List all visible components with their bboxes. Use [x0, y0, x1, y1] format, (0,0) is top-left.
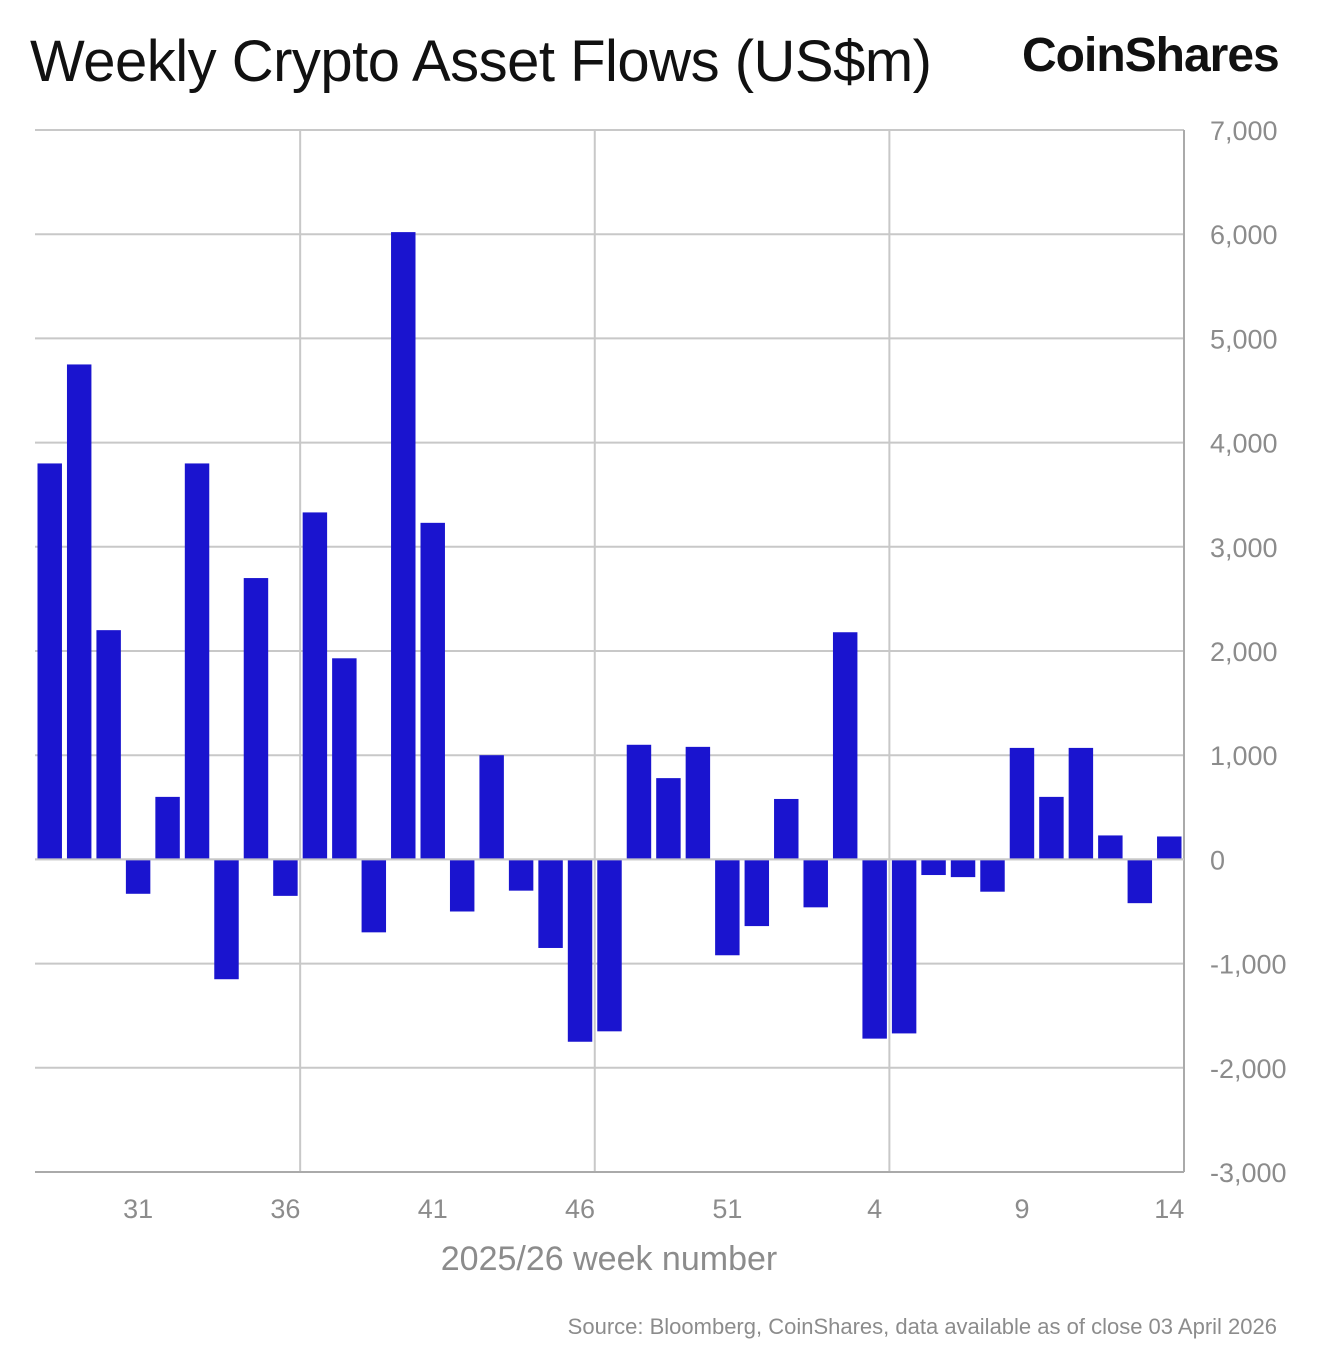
bar-week-11: [1068, 747, 1094, 860]
bar-week-38: [332, 658, 357, 860]
y-tick-label: 6,000: [1210, 220, 1278, 250]
bar-week-33: [184, 463, 210, 860]
bar-week-51: [715, 859, 740, 956]
bar-week-48: [626, 744, 652, 860]
x-tick-labels: 31 36 41 46 51 4 9 14: [123, 1194, 1184, 1224]
bar-week-34: [214, 859, 239, 980]
bar-week-50: [685, 746, 711, 860]
x-tick-label: 46: [565, 1194, 595, 1224]
bar-week-4: [862, 859, 887, 1039]
bar-week-29: [66, 364, 92, 860]
y-tick-label: 2,000: [1210, 637, 1278, 667]
bar-week-37: [302, 512, 328, 860]
bar-week-36: [273, 859, 298, 896]
x-tick-label: 14: [1154, 1194, 1184, 1224]
source-note: Source: Bloomberg, CoinShares, data avai…: [567, 1314, 1277, 1339]
bar-week-10: [1039, 796, 1064, 860]
x-axis-title: 2025/26 week number: [441, 1240, 777, 1278]
y-tick-label: -3,000: [1210, 1158, 1287, 1188]
bar-week-31: [125, 859, 151, 894]
bar-week-14: [1157, 836, 1182, 860]
bar-week-2: [803, 859, 828, 908]
y-tick-label: 4,000: [1210, 429, 1278, 459]
y-tick-label: 1,000: [1210, 741, 1278, 771]
y-tick-label: 3,000: [1210, 533, 1278, 563]
bar-week-47: [597, 859, 622, 1032]
bar-week-41: [420, 522, 445, 860]
bar-week-3: [832, 632, 858, 860]
x-tick-label: 51: [712, 1194, 742, 1224]
bar-week-44: [508, 859, 534, 891]
y-tick-label: 7,000: [1210, 116, 1278, 146]
axes: [35, 130, 1185, 1173]
bar-week-30: [96, 630, 121, 860]
bar-week-8: [980, 859, 1005, 892]
bar-week-35: [243, 578, 269, 860]
y-tick-labels: 7,000 6,000 5,000 4,000 3,000 2,000 1,000 0 -1,0…: [1210, 116, 1287, 1188]
bar-week-32: [155, 796, 180, 860]
bar-week-9: [1009, 747, 1035, 860]
bar-week-6: [921, 859, 946, 876]
x-tick-label: 41: [418, 1194, 448, 1224]
x-tick-label: 31: [123, 1194, 153, 1224]
bar-week-13: [1127, 859, 1153, 904]
bar-week-1: [774, 798, 799, 860]
bar-week-7: [950, 859, 976, 878]
y-tick-label: 5,000: [1210, 324, 1278, 354]
y-tick-label: -2,000: [1210, 1054, 1287, 1084]
bar-week-49: [656, 778, 681, 860]
bar-week-45: [538, 859, 563, 948]
bar-week-46: [567, 859, 593, 1042]
bar-week-12: [1098, 835, 1123, 860]
bar-week-28: [37, 463, 62, 860]
y-tick-label: 0: [1210, 845, 1225, 875]
bar-series: [37, 232, 1182, 1042]
x-tick-label: 9: [1014, 1194, 1029, 1224]
bar-week-52: [744, 859, 770, 927]
chart-title: Weekly Crypto Asset Flows (US$m): [30, 29, 932, 94]
bar-week-5: [891, 859, 917, 1034]
bar-week-42: [449, 859, 475, 912]
coinshares-logo: CoinShares: [1022, 29, 1280, 82]
bar-week-40: [391, 232, 416, 860]
bar-week-39: [361, 859, 387, 933]
x-tick-label: 4: [867, 1194, 882, 1224]
x-tick-label: 36: [270, 1194, 300, 1224]
y-tick-label: -1,000: [1210, 950, 1287, 980]
bar-week-43: [479, 755, 504, 860]
